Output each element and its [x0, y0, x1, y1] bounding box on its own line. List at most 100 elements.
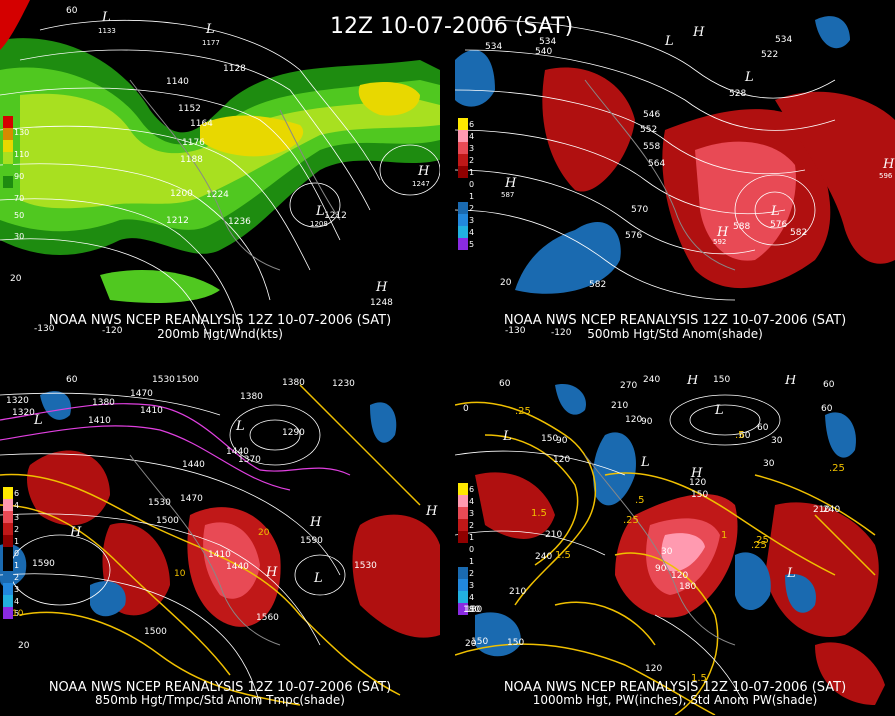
legend-label: 4: [14, 501, 20, 510]
contour-label: 1410: [208, 550, 231, 560]
contour-label: 552: [640, 125, 658, 135]
lat-label: 60: [499, 379, 511, 389]
low-center: L: [206, 22, 215, 37]
contour-label: 528: [729, 89, 747, 99]
legend-label: 4: [469, 497, 475, 506]
caption-source: NOAA NWS NCEP REANALYSIS 12Z 10-07-2006 …: [48, 680, 392, 695]
high-center: H: [70, 525, 82, 540]
legend-label: 130: [14, 128, 30, 137]
legend-label: 5: [469, 240, 475, 249]
low-center: L: [641, 455, 650, 470]
legend-label: 70: [14, 194, 25, 203]
contour-label: 240: [643, 375, 661, 385]
legend-label: 2: [14, 525, 20, 534]
center-value: 592: [713, 238, 727, 246]
contour-label: 180: [465, 605, 483, 615]
legend-label: 6: [469, 120, 475, 129]
legend-label: 30: [14, 232, 25, 241]
map-1000mb: [455, 375, 895, 715]
contour-label: 270: [620, 381, 638, 391]
contour-label: 1212: [324, 211, 347, 221]
low-center: L: [745, 70, 754, 85]
legend-200mb: [3, 116, 13, 188]
contour-label: 1500: [176, 375, 199, 385]
caption-field: 500mb Hgt/Std Anom(shade): [587, 327, 763, 340]
caption-field: 850mb Hgt/Tmpc/Std Anom Tmpc(shade): [95, 693, 345, 707]
contour-label: 582: [589, 280, 607, 290]
contour-label: 1470: [180, 494, 203, 504]
contour-label: 1236: [228, 217, 251, 227]
contour-label: 240: [535, 552, 553, 562]
low-center: L: [771, 204, 780, 219]
pw-label: .25: [515, 406, 531, 417]
center-value: 1133: [98, 27, 116, 35]
contour-label: 1128: [223, 64, 246, 74]
pw-label: .5: [635, 495, 645, 506]
contour-label: 1164: [190, 119, 213, 129]
low-center: L: [34, 413, 43, 428]
contour-label: 1152: [178, 104, 201, 114]
contour-label: 150: [507, 638, 525, 648]
low-center: L: [665, 34, 674, 49]
map-500mb: [455, 0, 895, 340]
contour-label: 150: [471, 637, 489, 647]
center-value: 596: [879, 172, 893, 180]
contour-label: 90: [641, 417, 653, 427]
high-center: H: [418, 164, 430, 179]
legend-label: 2: [469, 521, 475, 530]
contour-label: 588: [733, 222, 751, 232]
legend-label: 90: [14, 172, 25, 181]
high-center: H: [693, 25, 705, 40]
lon-label: -130: [34, 324, 55, 334]
contour-label: 1290: [282, 428, 305, 438]
contour-label: 30: [771, 436, 783, 446]
legend-label: 50: [14, 211, 25, 220]
lat-label: 20: [18, 641, 30, 651]
contour-label: 120: [625, 415, 643, 425]
contour-label: 1560: [256, 613, 279, 623]
contour-label: 210: [545, 530, 563, 540]
low-center: L: [715, 403, 724, 418]
contour-label: 558: [643, 142, 661, 152]
contour-label: 150: [541, 434, 559, 444]
caption-source: NOAA NWS NCEP REANALYSIS 12Z 10-07-2006 …: [503, 680, 847, 695]
legend-label: 110: [14, 150, 30, 159]
contour-label: 1440: [226, 447, 249, 457]
contour-label: 0: [463, 404, 469, 414]
contour-label: 1188: [180, 155, 203, 165]
legend-label: 3: [469, 216, 475, 225]
contour-label: 540: [535, 47, 553, 57]
caption-field: 1000mb Hgt, PW(inches), Std Anom PW(shad…: [532, 693, 818, 707]
contour-label: 120: [689, 478, 707, 488]
legend-1000mb: [458, 483, 468, 615]
legend-label: 0: [469, 180, 475, 189]
contour-label: 534: [485, 42, 503, 52]
pw-label: 1.5: [691, 673, 707, 684]
contour-label: 90: [556, 436, 568, 446]
legend-label: 5: [14, 609, 20, 618]
contour-label: 1230: [332, 379, 355, 389]
caption-field: 200mb Hgt/Wnd(kts): [157, 327, 283, 340]
pw-label: 1.5: [531, 508, 547, 519]
contour-label: 546: [643, 110, 661, 120]
high-center: H: [426, 504, 438, 519]
contour-label: 522: [761, 50, 779, 60]
lat-label: 60: [66, 375, 78, 385]
legend-label: 3: [14, 513, 20, 522]
high-center: H: [505, 176, 517, 191]
contour-label: 1440: [182, 460, 205, 470]
contour-label: 90: [655, 564, 667, 574]
contour-label: 1248: [370, 298, 393, 308]
main-title: 12Z 10-07-2006 (SAT): [330, 14, 574, 39]
contour-label: 1590: [300, 536, 323, 546]
contour-label: 1320: [6, 396, 29, 406]
pw-label: .25: [623, 515, 639, 526]
legend-500mb: [458, 118, 468, 250]
high-center: H: [266, 565, 278, 580]
pw-label: .5: [735, 430, 745, 441]
contour-label: 1590: [32, 559, 55, 569]
pw-label: .25: [753, 535, 769, 546]
temp-label: 10: [174, 569, 186, 579]
temp-label: 10: [12, 609, 24, 619]
